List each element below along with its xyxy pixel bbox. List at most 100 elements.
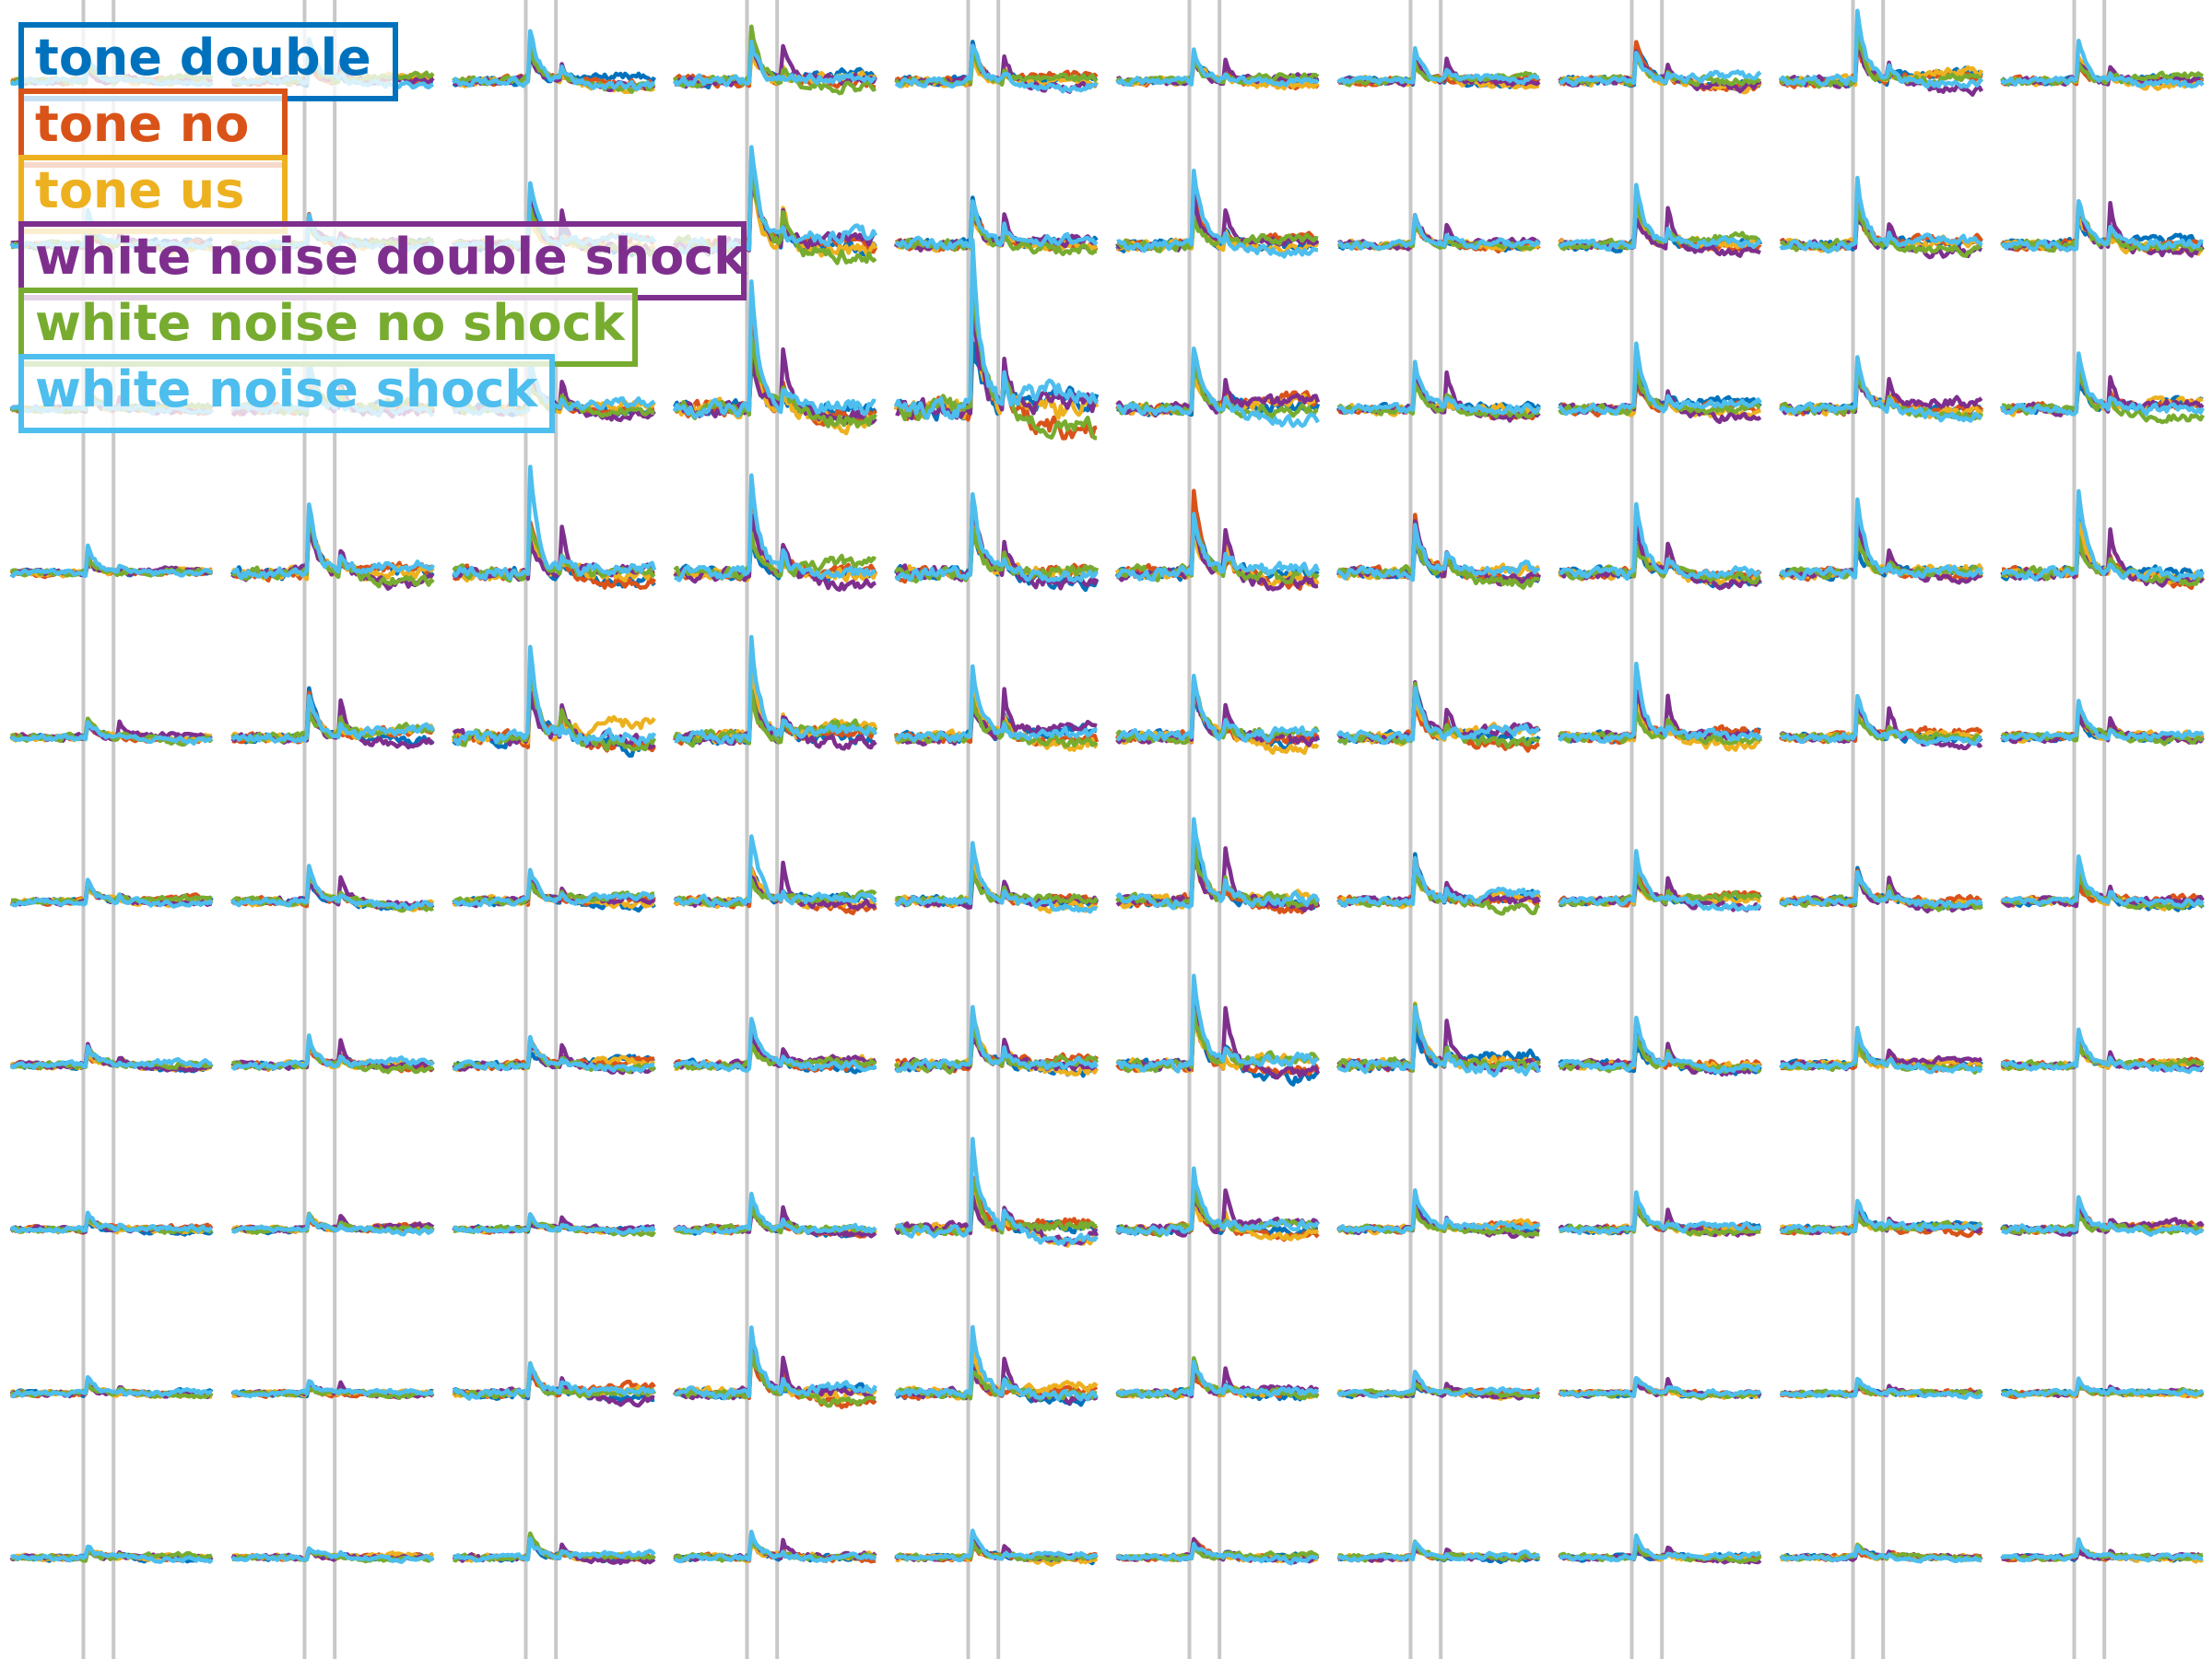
panel-r8-c3: [452, 1212, 656, 1238]
trace-white-noise-shock: [230, 864, 435, 912]
trace-white-noise-shock: [1779, 8, 1983, 89]
panel-r3-c10: [1999, 351, 2206, 425]
panel-r8-c2: [230, 1211, 435, 1237]
panel-r4-c1: [9, 543, 214, 580]
panel-r1-c4: [672, 24, 878, 96]
trace-white-noise-shock: [1116, 168, 1319, 259]
panel-r2-c4: [672, 145, 878, 265]
trace-white-noise-shock: [1336, 1539, 1540, 1563]
trace-white-noise-shock: [1780, 869, 1983, 909]
panel-r1-c7: [1336, 46, 1541, 90]
trace-white-noise-no-shock: [1780, 205, 1983, 258]
panel-r7-c3: [452, 1034, 656, 1076]
panel-r2-c2: [230, 211, 435, 253]
trace-white-noise-shock: [894, 1005, 1099, 1074]
panel-r9-c5: [893, 1324, 1099, 1407]
panel-r1-c1: [9, 55, 214, 88]
panel-r2-c6: [1115, 168, 1320, 259]
trace-white-noise-shock: [673, 1529, 877, 1564]
trace-white-noise-shock: [1337, 213, 1541, 252]
trace-white-noise-shock: [9, 877, 214, 909]
trace-white-noise-shock: [1558, 661, 1762, 745]
panel-r1-c2: [230, 37, 435, 90]
trace-white-noise-shock: [1115, 512, 1321, 582]
panel-r6-c2: [230, 864, 435, 913]
trace-white-noise-shock: [1336, 1005, 1541, 1078]
panel-r4-c8: [1558, 501, 1762, 591]
panel-r5-c4: [672, 634, 878, 751]
trace-white-noise-shock: [895, 1528, 1099, 1563]
panel-r9-c8: [1558, 1375, 1762, 1401]
trace-white-noise-shock: [9, 1544, 214, 1564]
trace-white-noise-shock: [1559, 1375, 1762, 1399]
trace-white-noise-shock: [9, 207, 213, 251]
trace-white-noise-shock: [1336, 1188, 1541, 1235]
panel-r8-c9: [1779, 1198, 1983, 1239]
trace-white-noise-shock: [452, 1034, 655, 1073]
trace-white-noise-shock: [894, 664, 1098, 743]
panel-r2-c8: [1558, 182, 1763, 258]
trace-white-noise-shock: [1779, 1026, 1983, 1075]
panel-r10-c5: [894, 1528, 1099, 1567]
trace-white-noise-shock: [1559, 182, 1762, 253]
panel-r4-c10: [2000, 488, 2206, 591]
trace-white-noise-shock: [453, 644, 657, 747]
panel-r8-c5: [893, 1136, 1100, 1248]
panel-r8-c7: [1336, 1188, 1541, 1240]
trace-white-noise-shock: [1115, 817, 1321, 911]
trace-white-noise-shock: [1559, 51, 1762, 88]
trace-white-noise-shock: [452, 1212, 656, 1236]
panel-r10-c2: [230, 1546, 435, 1564]
panel-r5-c10: [2000, 699, 2205, 747]
panel-r7-c6: [1115, 973, 1321, 1087]
trace-white-noise-shock: [673, 39, 877, 88]
panel-r2-c10: [2000, 198, 2205, 258]
panel-r10-c3: [452, 1531, 656, 1566]
panel-r7-c9: [1779, 1026, 1983, 1075]
trace-white-noise-shock: [1558, 1016, 1762, 1075]
panel-r3-c4: [672, 279, 877, 436]
trace-white-noise-shock: [674, 1191, 877, 1236]
panel-r6-c7: [1336, 852, 1542, 916]
panel-r8-c1: [9, 1210, 214, 1237]
trace-white-noise-shock: [1336, 46, 1540, 86]
trace-white-noise-shock: [1780, 693, 1983, 747]
trace-white-noise-shock: [895, 1136, 1099, 1246]
trace-white-noise-shock: [1115, 973, 1319, 1074]
trace-white-noise-shock: [1116, 346, 1320, 429]
trace-white-noise-shock: [1558, 1190, 1762, 1236]
trace-white-noise-shock: [2000, 198, 2204, 253]
panel-r7-c2: [230, 1033, 435, 1075]
trace-white-noise-shock: [2000, 38, 2205, 89]
panel-r1-c6: [1115, 47, 1320, 91]
trace-white-noise-shock: [231, 1212, 435, 1237]
trace-white-noise-shock: [1780, 1544, 1982, 1564]
panel-r7-c10: [2000, 1027, 2205, 1075]
trace-white-noise-shock: [1780, 1376, 1983, 1400]
panel-r8-c10: [2000, 1194, 2205, 1238]
panel-r9-c10: [2000, 1376, 2205, 1400]
trace-white-noise-shock: [1115, 1542, 1319, 1566]
trace-white-noise-shock: [2001, 853, 2205, 909]
trace-white-noise-double-shock: [1336, 519, 1542, 587]
panel-r5-c2: [230, 686, 435, 750]
trace-white-noise-shock: [1336, 523, 1541, 582]
panel-r6-c9: [1779, 865, 1983, 914]
trace-white-noise-shock: [10, 720, 213, 746]
panel-r6-c10: [2000, 853, 2205, 912]
trace-white-noise-shock: [1780, 1198, 1983, 1235]
panel-r2-c1: [9, 207, 214, 255]
trace-white-noise-shock: [1779, 497, 1984, 582]
panel-r6-c4: [673, 834, 877, 916]
panel-r6-c3: [452, 867, 656, 913]
trace-white-noise-shock: [1336, 855, 1541, 908]
trace-white-noise-no-shock: [453, 1365, 656, 1399]
panel-r5-c6: [1114, 673, 1321, 756]
panel-r7-c5: [893, 1005, 1100, 1078]
panel-r5-c1: [9, 716, 214, 747]
panel-r9-c4: [673, 1325, 877, 1410]
trace-white-noise-shock: [894, 199, 1099, 251]
panel-r10-c4: [673, 1529, 877, 1564]
panel-r3-c3: [452, 357, 656, 423]
panel-r5-c8: [1558, 661, 1763, 752]
